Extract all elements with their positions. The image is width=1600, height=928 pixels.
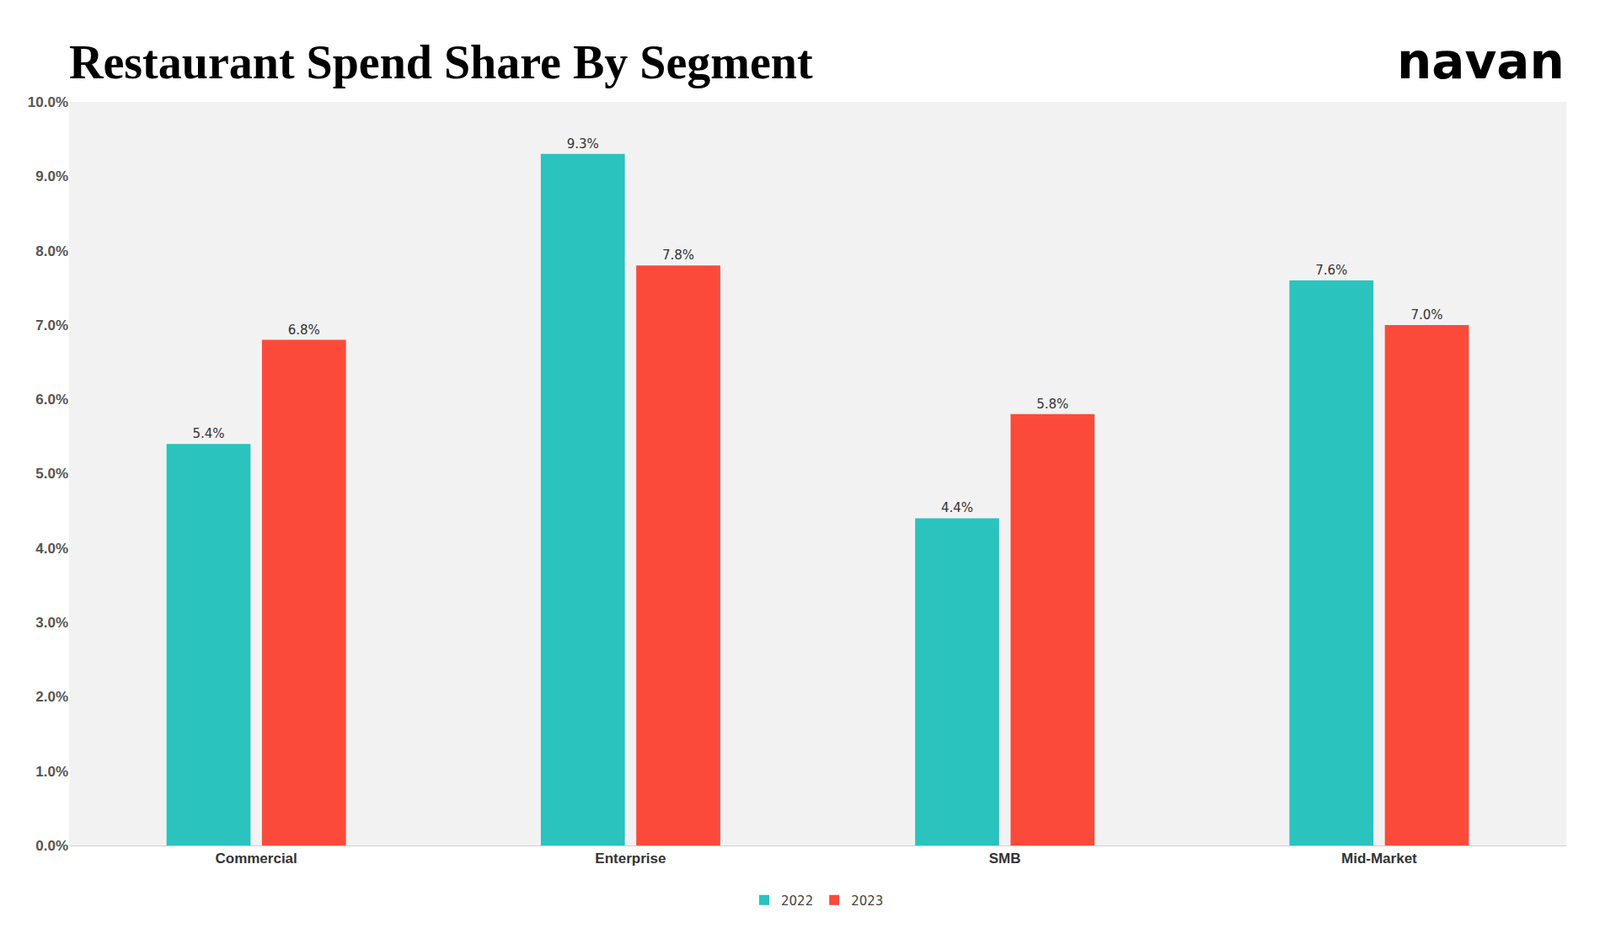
svg-text:Mid-Market: Mid-Market [1341,850,1418,867]
svg-text:3.0%: 3.0% [35,615,69,632]
svg-text:7.0%: 7.0% [1410,307,1443,323]
svg-text:Commercial: Commercial [214,850,297,867]
svg-text:4.0%: 4.0% [35,540,69,557]
svg-text:10.0%: 10.0% [27,94,69,111]
svg-text:0.0%: 0.0% [35,838,69,855]
svg-text:9.3%: 9.3% [567,136,600,152]
svg-text:2.0%: 2.0% [35,689,69,706]
svg-text:7.6%: 7.6% [1315,262,1348,279]
svg-text:SMB: SMB [989,850,1022,867]
svg-text:Enterprise: Enterprise [594,850,666,867]
svg-text:1.0%: 1.0% [35,764,69,781]
svg-text:6.0%: 6.0% [35,391,69,408]
svg-text:5.8%: 5.8% [1036,396,1069,413]
svg-text:7.8%: 7.8% [662,247,695,263]
svg-text:navan: navan [1396,32,1565,91]
svg-text:8.0%: 8.0% [35,243,69,260]
svg-text:2022: 2022 [781,893,814,910]
svg-text:7.0%: 7.0% [35,317,69,334]
svg-text:Restaurant Spend Share By Segm: Restaurant Spend Share By Segment [69,36,814,89]
svg-text:5.4%: 5.4% [192,426,225,442]
svg-text:9.0%: 9.0% [35,168,69,185]
svg-text:4.4%: 4.4% [941,500,974,516]
svg-text:5.0%: 5.0% [35,465,69,482]
svg-text:2023: 2023 [850,893,883,910]
svg-text:6.8%: 6.8% [288,322,321,338]
